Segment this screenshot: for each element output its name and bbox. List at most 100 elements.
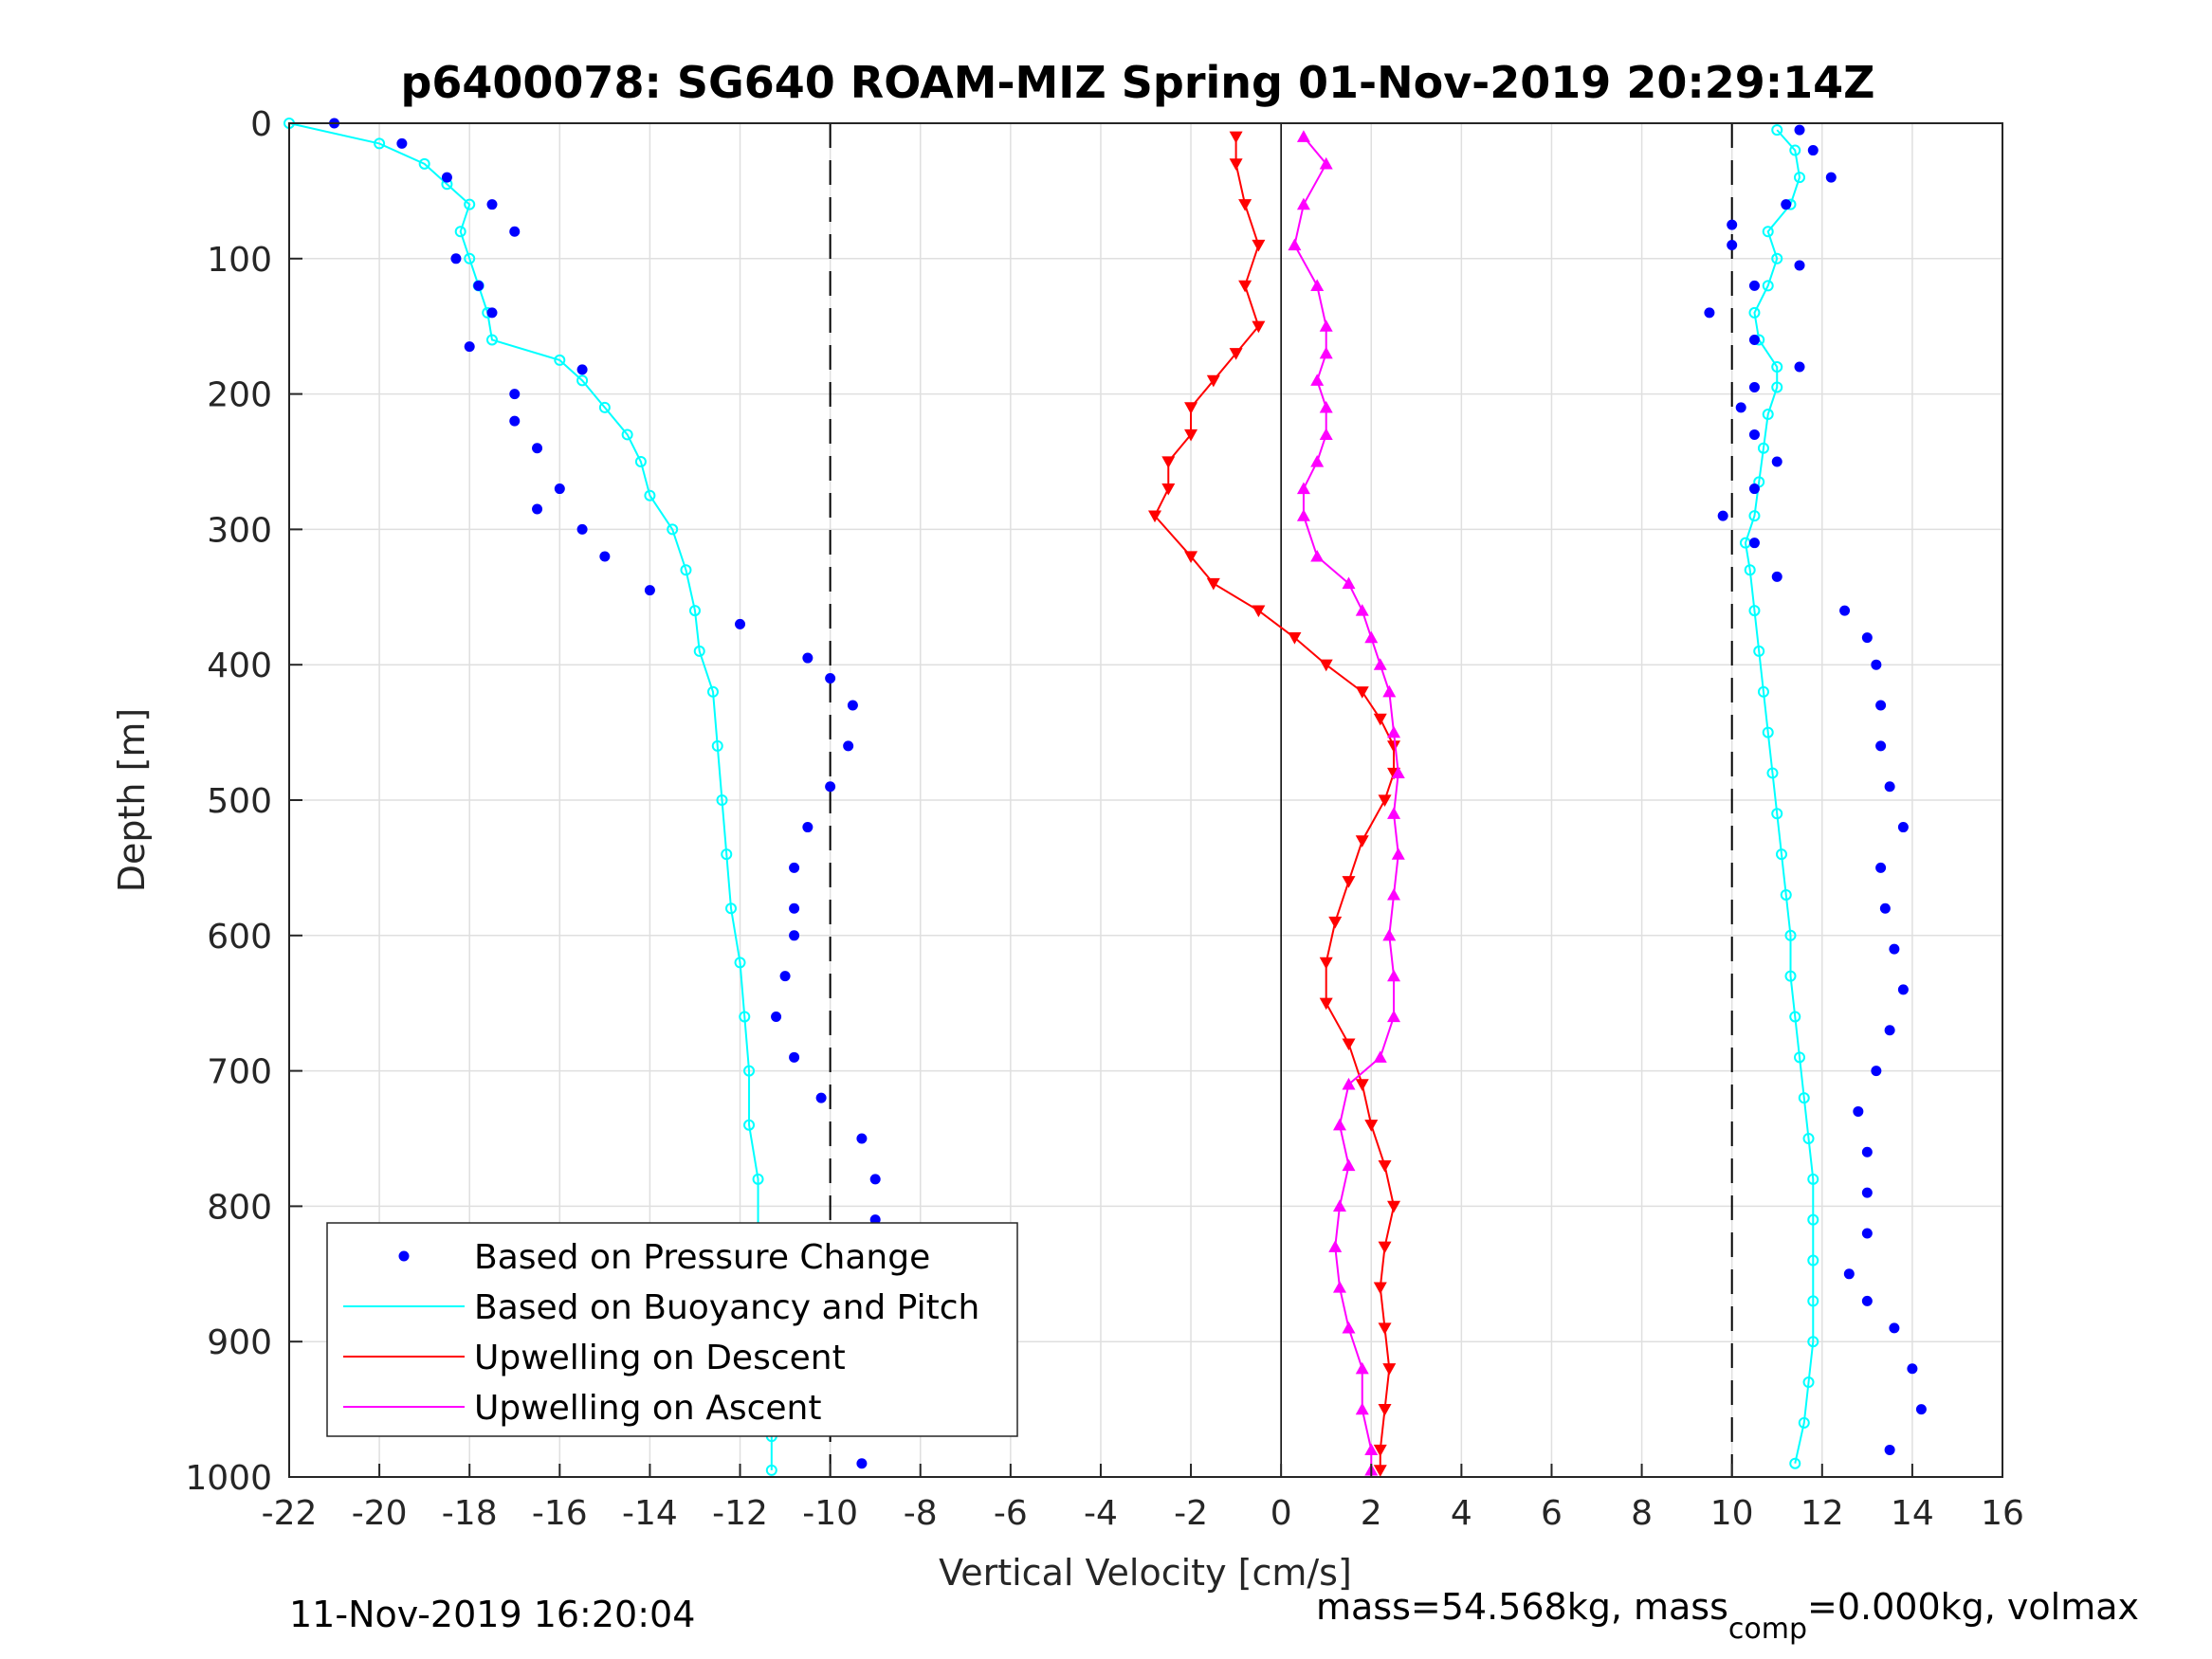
- data-point: [1391, 766, 1405, 779]
- data-point: [1378, 1322, 1392, 1335]
- data-point: [486, 307, 498, 319]
- data-point: [1387, 807, 1401, 819]
- data-point: [739, 1011, 751, 1023]
- data-point: [1332, 1199, 1346, 1212]
- data-point: [825, 781, 836, 793]
- x-tick-label: -8: [904, 1494, 938, 1533]
- x-tick-label: -6: [994, 1494, 1028, 1533]
- data-point: [454, 226, 466, 238]
- data-point: [1771, 381, 1783, 393]
- data-point: [771, 1011, 782, 1022]
- x-tick-label: 0: [1271, 1494, 1292, 1533]
- data-point: [789, 862, 800, 873]
- data-point: [1748, 428, 1760, 440]
- data-point: [1775, 848, 1787, 861]
- y-tick-label: 600: [207, 918, 272, 957]
- legend-label: Based on Pressure Change: [474, 1238, 930, 1277]
- y-tick-label: 300: [207, 511, 272, 550]
- data-point: [1387, 887, 1401, 901]
- data-point: [734, 957, 746, 969]
- data-point: [1748, 483, 1760, 495]
- data-point: [1717, 510, 1728, 521]
- data-point: [1807, 145, 1819, 156]
- data-point: [1871, 659, 1882, 670]
- data-point: [1184, 551, 1198, 563]
- data-point: [1382, 684, 1397, 698]
- data-point: [486, 199, 498, 210]
- data-point: [1328, 916, 1343, 929]
- data-point: [1319, 997, 1333, 1011]
- data-point: [1807, 1336, 1819, 1348]
- data-point: [869, 1174, 881, 1185]
- x-ticks: -22 -20 -18 -16 -14 -12 -10 -8 -6 -4 -2 0 2 4 6 8 10 12 14…: [262, 1464, 2024, 1533]
- data-point: [693, 645, 705, 657]
- data-point: [1748, 280, 1760, 291]
- data-point: [680, 564, 692, 576]
- x-tick-label: -20: [352, 1494, 408, 1533]
- data-point: [598, 401, 611, 413]
- legend-label: Based on Buoyancy and Pitch: [474, 1288, 979, 1327]
- y-tick-label: 800: [207, 1188, 272, 1227]
- series-line: [1744, 129, 1815, 1464]
- data-point: [509, 415, 521, 427]
- data-point: [667, 523, 679, 536]
- data-point: [1288, 632, 1302, 645]
- data-point: [716, 794, 728, 806]
- data-point: [1897, 984, 1909, 995]
- x-tick-label: 8: [1631, 1494, 1653, 1533]
- mass-footer-part1: mass=54.568kg, mass: [1316, 1586, 1728, 1628]
- data-point: [1288, 238, 1302, 251]
- data-point: [1319, 156, 1333, 170]
- data-point: [735, 618, 746, 629]
- data-point: [554, 354, 566, 366]
- data-point: [532, 443, 543, 454]
- timestamp-footer: 11-Nov-2019 16:20:04: [289, 1594, 695, 1635]
- data-point: [1387, 740, 1401, 753]
- data-point: [856, 1133, 868, 1144]
- data-point: [802, 822, 814, 833]
- data-point: [1319, 957, 1333, 970]
- data-point: [1296, 509, 1310, 521]
- data-point: [1748, 334, 1760, 345]
- data-point: [1762, 226, 1774, 238]
- y-tick-label: 400: [207, 647, 272, 685]
- data-point: [1704, 307, 1715, 319]
- data-point: [743, 1119, 756, 1131]
- data-point: [1378, 1404, 1392, 1416]
- data-point: [1794, 172, 1806, 184]
- data-point: [1771, 124, 1783, 137]
- data-point: [1342, 1321, 1356, 1334]
- data-point: [1296, 197, 1310, 210]
- data-point: [843, 740, 854, 752]
- data-point: [464, 341, 475, 353]
- data-point: [1310, 374, 1325, 386]
- data-point: [1762, 280, 1774, 292]
- y-tick-label: 500: [207, 782, 272, 821]
- data-point: [576, 364, 588, 375]
- data-point: [1807, 1213, 1819, 1226]
- data-point: [464, 198, 476, 210]
- data-point: [1319, 428, 1333, 441]
- data-point: [1771, 571, 1782, 582]
- data-point: [1798, 1092, 1810, 1104]
- data-point: [1875, 862, 1887, 873]
- x-tick-label: -12: [712, 1494, 768, 1533]
- data-point: [706, 685, 719, 698]
- data-point: [1771, 456, 1782, 467]
- data-point: [1355, 604, 1369, 616]
- data-point: [1378, 794, 1392, 807]
- data-point: [485, 334, 498, 346]
- data-point: [1332, 1281, 1346, 1293]
- data-point: [1861, 1146, 1873, 1158]
- data-point: [1342, 576, 1356, 590]
- data-point: [1735, 402, 1746, 413]
- data-point: [464, 252, 476, 264]
- data-point: [1861, 1228, 1873, 1239]
- data-point: [1744, 564, 1756, 576]
- legend-marker: [398, 1250, 410, 1262]
- data-point: [576, 523, 588, 535]
- data-point: [1875, 740, 1887, 752]
- data-point: [856, 1458, 868, 1469]
- data-point: [599, 551, 611, 562]
- data-point: [1762, 726, 1774, 738]
